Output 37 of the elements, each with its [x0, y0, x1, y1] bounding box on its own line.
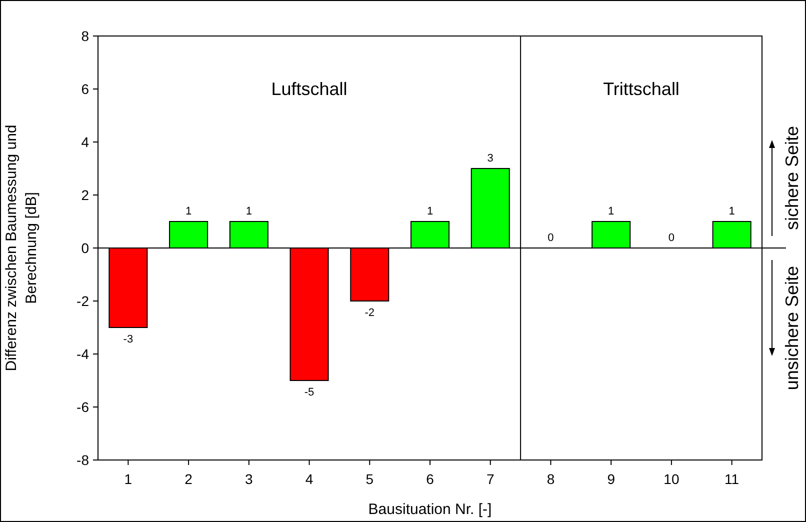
data-label: 1 — [246, 206, 252, 218]
x-tick-label: 11 — [724, 471, 740, 487]
text: sichere Seite — [782, 126, 802, 230]
x-tick-label: 5 — [366, 471, 374, 487]
x-tick-label: 6 — [426, 471, 434, 487]
x-tick-label: 1 — [124, 471, 132, 487]
data-label: 0 — [668, 232, 675, 244]
x-tick-label: 3 — [245, 471, 254, 487]
x-tick-label: 10 — [664, 471, 680, 487]
y-tick-label: 4 — [81, 134, 90, 150]
x-tick-label: 8 — [546, 471, 555, 487]
data-label: 1 — [426, 206, 434, 218]
y-tick-label: -4 — [76, 346, 90, 362]
y-tick-label: 0 — [81, 240, 90, 256]
annotation: Luftschall — [271, 79, 348, 99]
y-tick-label: 6 — [81, 81, 90, 97]
data-label: 1 — [608, 206, 614, 218]
x-tick-label: 4 — [305, 471, 314, 487]
annotation: Trittschall — [603, 79, 680, 99]
data-label: -5 — [304, 386, 314, 398]
data-label: 1 — [185, 206, 192, 218]
data-label: -3 — [123, 334, 134, 346]
x-tick-label: 7 — [486, 471, 494, 487]
y-tick-label: -8 — [76, 452, 90, 468]
x-axis-title: Bausituation Nr. [-] — [368, 501, 492, 518]
text: unsichere Seite — [782, 266, 802, 390]
y-tick-label: 2 — [81, 187, 90, 203]
x-tick-label: 2 — [184, 471, 193, 487]
x-tick-label: 9 — [607, 471, 616, 487]
data-label: 1 — [728, 206, 735, 218]
y-axis-title: Differenz zwischen Baumessung und Berechnung [dB] — [3, 124, 40, 372]
y-tick-label: -2 — [76, 293, 90, 309]
data-label: 3 — [487, 152, 494, 164]
y-tick-label: 8 — [81, 28, 90, 44]
data-label: -2 — [364, 307, 375, 319]
y-tick-label: -6 — [76, 399, 90, 415]
data-label: 0 — [548, 232, 554, 244]
